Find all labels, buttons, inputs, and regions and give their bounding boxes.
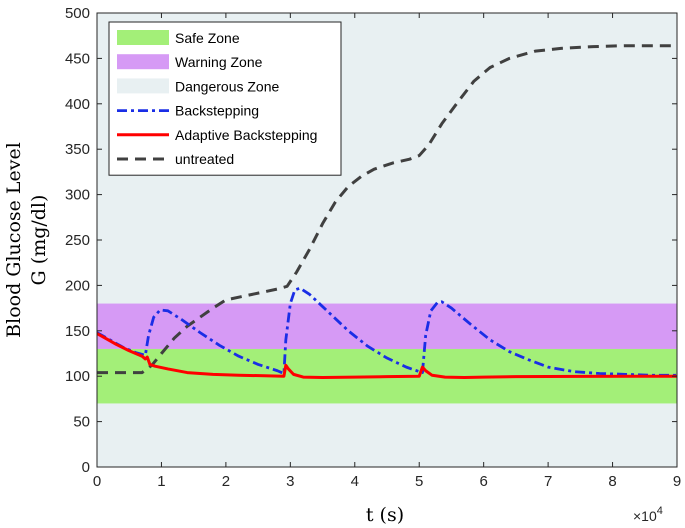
y-tick-label: 300	[65, 187, 90, 204]
series-untreated-line	[97, 44, 677, 375]
x-tick-label: 4	[351, 473, 359, 490]
zone-warning-zone	[97, 303, 677, 349]
legend: Safe Zone Warning Zone Dangerous Zone Backs…	[108, 21, 342, 176]
x-tick-label: 7	[544, 473, 552, 490]
legend-dangerous-zone-swatch	[117, 78, 169, 94]
y-tick-label: 150	[65, 323, 90, 340]
x-tick-label: 2	[222, 473, 230, 490]
series-layer	[97, 44, 677, 380]
legend-untreated-label: untreated	[175, 151, 234, 167]
x-axis-multiplier: ×104	[633, 505, 663, 524]
y-tick-label: 250	[65, 232, 90, 249]
legend-dangerous-zone-label: Dangerous Zone	[175, 78, 280, 94]
y-axis-title-line1: Blood Glucose Level	[3, 142, 25, 338]
x-tick-label: 8	[608, 473, 616, 490]
y-tick-label: 500	[65, 5, 90, 22]
x-axis-title: t (s)	[366, 504, 404, 526]
legend-safe-zone-label: Safe Zone	[175, 30, 240, 46]
x-tick-label: 3	[286, 473, 294, 490]
series-backstepping-line	[97, 286, 677, 377]
legend-adaptive-backstepping-label: Adaptive Backstepping	[175, 127, 317, 143]
y-tick-label: 0	[82, 459, 90, 476]
legend-safe-zone-swatch	[117, 30, 169, 45]
series-adaptive-backstepping-line	[97, 332, 677, 380]
x-tick-label: 1	[157, 473, 165, 490]
x-tick-label: 6	[479, 473, 487, 490]
y-tick-label: 450	[65, 50, 90, 67]
y-tick-label: 50	[73, 414, 90, 431]
x-tick-label: 0	[93, 473, 101, 490]
legend-box	[108, 21, 342, 176]
y-tick-label: 100	[65, 368, 90, 385]
legend-warning-zone-label: Warning Zone	[175, 54, 263, 70]
x-tick-label: 9	[673, 473, 681, 490]
y-tick-label: 200	[65, 277, 90, 294]
legend-warning-zone-swatch	[117, 54, 169, 70]
y-tick-label: 400	[65, 96, 90, 113]
x-multiplier-exponent: 4	[657, 505, 663, 517]
x-multiplier-base: ×10	[633, 508, 657, 524]
legend-backstepping-label: Backstepping	[175, 103, 259, 119]
y-tick-label: 350	[65, 141, 90, 158]
y-axis-title-line2: G (mg/dl)	[28, 195, 50, 286]
ticks-layer: 0 1 2 3 4 5 6 7 8 9 0 50 100 150 200 250 300 350 400 450 500	[65, 5, 681, 490]
x-tick-label: 5	[415, 473, 423, 490]
